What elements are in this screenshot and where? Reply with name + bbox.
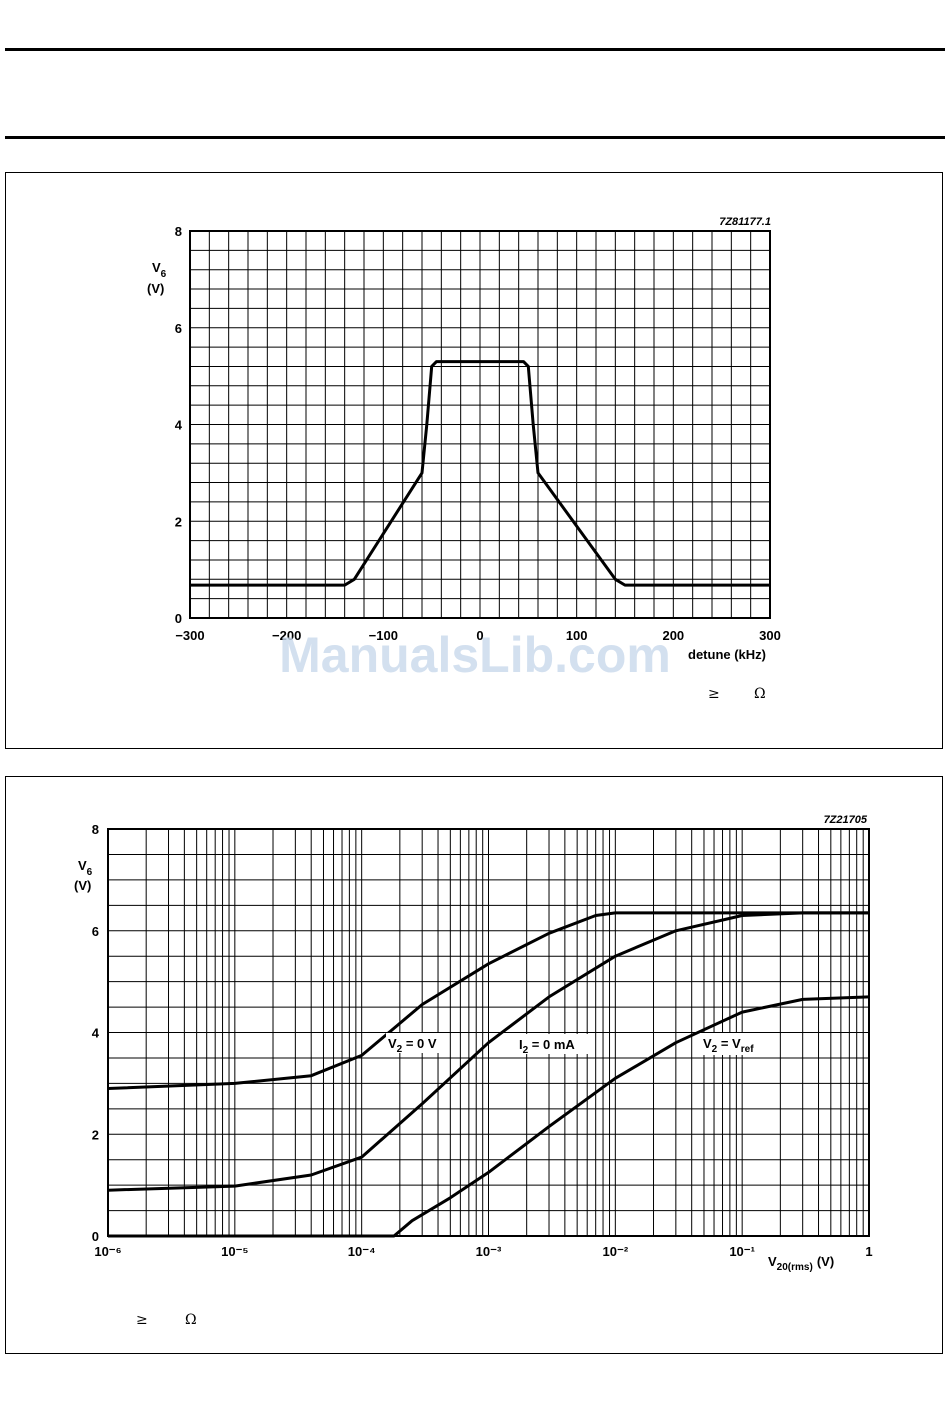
chart-input-voltage-series: [107, 911, 870, 1238]
y-tick-label: 8: [175, 224, 182, 239]
chart-input-voltage-ylabel-sub: 6: [87, 867, 93, 878]
svg-text:V2 = 0 V: V2 = 0 V: [388, 1036, 437, 1055]
x-tick-label: −300: [175, 628, 204, 643]
annotation-v2-vref: V2 = Vref: [700, 1033, 770, 1055]
header-top-rule: [5, 48, 945, 51]
chart-detune-ylabel-main: V: [152, 260, 161, 275]
chart-input-voltage-code: 7Z21705: [824, 814, 868, 826]
chart-input-voltage-footnote-ohm: Ω: [185, 1312, 197, 1328]
x-tick-label: 1: [865, 1244, 872, 1259]
series-line-0: [190, 360, 770, 587]
chart-input-voltage-ylabel: V6: [78, 858, 93, 878]
chart-detune-frame: [189, 230, 771, 619]
watermark: ManualsLib.com: [279, 627, 671, 683]
x-tick-label: −100: [369, 628, 398, 643]
chart-input-voltage-x-ticks: 10⁻⁶ 10⁻⁵ 10⁻⁴ 10⁻³ 10⁻² 10⁻¹ 1: [94, 1244, 872, 1259]
chart-detune-footnote-ohm: Ω: [754, 686, 766, 702]
x-tick-label: 0: [476, 628, 483, 643]
y-tick-label: 6: [175, 321, 182, 336]
annotation-i2-0ma-sub: 2: [523, 1045, 529, 1056]
y-tick-label: 4: [92, 1026, 100, 1041]
x-tick-label: 10⁻²: [603, 1244, 629, 1259]
x-tick-label: 10⁻¹: [729, 1244, 755, 1259]
x-tick-label: 300: [759, 628, 781, 643]
annotation-v2-vref-sub: 2: [712, 1044, 718, 1055]
annotation-i2-0ma: I2 = 0 mA: [516, 1034, 588, 1056]
x-tick-label: −200: [272, 628, 301, 643]
x-tick-label: 200: [662, 628, 684, 643]
y-tick-label: 0: [92, 1229, 99, 1244]
chart-input-voltage-xlabel-main: V: [768, 1254, 777, 1269]
chart-input-voltage-xlabel-sub: 20(rms): [777, 1262, 813, 1273]
chart-input-voltage-y-ticks: 0 2 4 6 8: [92, 822, 100, 1244]
chart-detune-code: 7Z81177.1: [719, 216, 771, 228]
annotation-v2-0v-rest: = 0 V: [402, 1036, 437, 1051]
svg-text:I2 = 0 mA: I2 = 0 mA: [519, 1037, 575, 1056]
svg-text:V2 = Vref: V2 = Vref: [703, 1036, 754, 1055]
annotation-v2-0v-sub: 2: [397, 1044, 403, 1055]
chart-input-voltage-ylabel-main: V: [78, 858, 87, 873]
annotation-v2-vref-sub2: ref: [741, 1044, 754, 1055]
chart-detune: 0 2 4 6 8 −300 −200 −100 0 100 200 300 7Z81177.1 V…: [147, 216, 781, 702]
chart-detune-xlabel: detune (kHz): [688, 647, 766, 662]
x-tick-label: 10⁻³: [476, 1244, 502, 1259]
annotation-v2-vref-main: V: [703, 1036, 712, 1051]
chart-detune-grid: [190, 231, 770, 618]
series-line-1: [107, 911, 869, 1192]
chart-input-voltage-xlabel: V20(rms) (V): [768, 1254, 834, 1273]
chart-input-voltage-ylabel-unit: (V): [74, 878, 91, 893]
annotation-i2-0ma-main: I: [519, 1037, 523, 1052]
annotation-v2-0v-main: V: [388, 1036, 397, 1051]
y-tick-label: 8: [92, 822, 99, 837]
figure-panel-detune: [5, 172, 943, 749]
y-tick-label: 0: [175, 611, 182, 626]
chart-detune-ylabel-sub: 6: [161, 269, 167, 280]
annotation-v2-vref-rest: = V: [717, 1036, 741, 1051]
chart-detune-series: [190, 360, 770, 587]
x-tick-label: 10⁻⁵: [221, 1244, 248, 1259]
x-tick-label: 10⁻⁴: [348, 1244, 376, 1259]
y-tick-label: 2: [175, 514, 182, 529]
annotation-v2-0v: V2 = 0 V: [386, 1033, 448, 1055]
chart-input-voltage-grid: [108, 829, 869, 1236]
figure-panel-input-voltage: [5, 776, 943, 1354]
chart-detune-ylabel: V6: [152, 260, 167, 280]
series-line-0: [107, 911, 869, 1090]
y-tick-label: 6: [92, 924, 99, 939]
header-bottom-rule: [5, 136, 945, 139]
chart-detune-footnote-ge: ≥: [708, 686, 720, 702]
chart-input-voltage-frame: [107, 828, 870, 1237]
y-tick-label: 2: [92, 1127, 99, 1142]
y-tick-label: 4: [175, 418, 183, 433]
chart-input-voltage-footnote-ge: ≥: [136, 1312, 148, 1328]
chart-detune-ylabel-unit: (V): [147, 281, 164, 296]
x-tick-label: 100: [566, 628, 588, 643]
chart-input-voltage-xlabel-unit: (V): [817, 1254, 834, 1269]
series-line-2: [108, 995, 870, 1238]
x-tick-label: 10⁻⁶: [94, 1244, 121, 1259]
chart-detune-x-ticks: −300 −200 −100 0 100 200 300: [175, 628, 781, 643]
chart-detune-y-ticks: 0 2 4 6 8: [175, 224, 183, 626]
annotation-i2-0ma-rest: = 0 mA: [528, 1037, 575, 1052]
